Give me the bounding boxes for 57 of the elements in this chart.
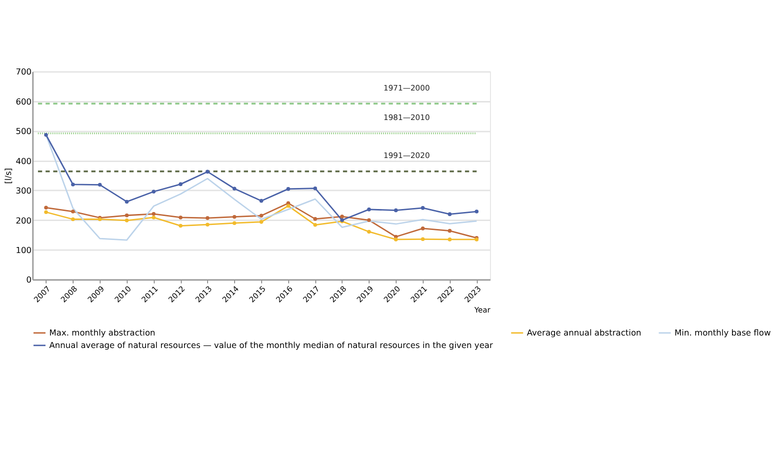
point xyxy=(44,210,48,214)
point xyxy=(448,238,452,242)
point xyxy=(124,213,129,218)
point xyxy=(420,237,425,242)
y-tick-label: 100 xyxy=(16,244,32,255)
point xyxy=(420,206,425,210)
point xyxy=(44,206,48,210)
point xyxy=(367,230,371,234)
legend-label: Max. monthly abstraction xyxy=(49,328,156,338)
point xyxy=(259,198,264,203)
point xyxy=(152,190,156,194)
point xyxy=(313,222,318,227)
point xyxy=(340,214,344,218)
legend-label: Annual average of natural resources — value of the monthly median of natural resources in the given year xyxy=(49,340,494,350)
point xyxy=(71,217,75,222)
point xyxy=(232,186,236,191)
y-tick-label: 500 xyxy=(16,126,32,136)
y-axis-title: [l/s] xyxy=(2,168,13,184)
y-tick-label: 400 xyxy=(16,156,32,166)
point xyxy=(448,212,452,216)
point xyxy=(206,216,210,220)
y-tick-label: 600 xyxy=(16,96,32,106)
point xyxy=(152,216,156,220)
point xyxy=(124,218,129,222)
point xyxy=(474,210,479,214)
legend-label: Average annual abstraction xyxy=(526,328,642,338)
y-tick-label: 0 xyxy=(26,274,32,285)
point xyxy=(367,208,371,212)
point xyxy=(124,200,129,204)
point xyxy=(286,187,290,191)
point xyxy=(178,224,182,228)
point xyxy=(259,214,264,218)
point xyxy=(206,170,210,174)
point xyxy=(367,218,371,222)
point xyxy=(259,220,264,224)
point xyxy=(178,182,182,186)
point xyxy=(98,182,102,187)
point xyxy=(313,217,318,221)
point xyxy=(152,212,156,216)
point xyxy=(206,222,210,226)
legend-label: Min. monthly base flow xyxy=(674,328,771,338)
point xyxy=(420,226,425,230)
y-tick-label: 200 xyxy=(16,215,32,226)
y-tick-label: 700 xyxy=(16,66,32,77)
point xyxy=(232,214,236,219)
point xyxy=(394,238,398,242)
point xyxy=(178,216,182,220)
point xyxy=(71,210,75,214)
point xyxy=(286,204,290,208)
point xyxy=(44,132,48,137)
point xyxy=(448,228,452,233)
point xyxy=(394,208,398,212)
point xyxy=(71,182,75,186)
y-tick-label: 300 xyxy=(16,186,32,196)
point xyxy=(232,221,236,225)
line-series xyxy=(45,134,478,241)
point xyxy=(313,186,318,190)
